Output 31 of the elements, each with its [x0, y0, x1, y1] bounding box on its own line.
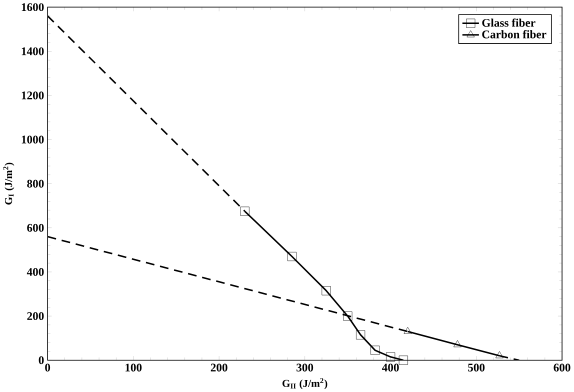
x-tick-label: 200 [210, 363, 228, 372]
legend-label: Glass fiber [482, 18, 536, 27]
point [240, 206, 250, 216]
y-tick-label: 200 [27, 312, 44, 320]
y-tick-label: 400 [26, 268, 44, 276]
x-tick-label: 300 [296, 363, 314, 372]
y-tick-label: 1600 [22, 3, 44, 11]
y-tick-label: 1200 [22, 91, 44, 100]
x-tick-label: 400 [382, 363, 399, 372]
point [404, 326, 412, 334]
y-axis-title: G$_{I}$ (J/m$^{2}$) [3, 162, 14, 204]
y-tick-label: 0 [38, 356, 44, 364]
y-tick-label: 1400 [22, 47, 44, 55]
x-axis-title: G$_{II}$ (J/m$^{2}$) [282, 378, 328, 389]
y-tick-label: 1000 [22, 135, 44, 144]
point [356, 330, 366, 340]
y-tick-label: 800 [27, 180, 44, 188]
point [495, 351, 504, 358]
point [398, 355, 408, 365]
x-tick-label: 500 [468, 363, 485, 372]
x-tick-label: 600 [554, 363, 570, 372]
point [322, 286, 331, 296]
x-tick-label: 100 [126, 363, 142, 372]
point [343, 311, 352, 320]
x-tick-label: 0 [45, 363, 50, 372]
point [386, 352, 396, 362]
point [453, 340, 462, 347]
legend-label: Carbon fiber [482, 30, 546, 38]
y-tick-label: 600 [27, 224, 44, 232]
point [287, 252, 297, 261]
point [370, 346, 380, 355]
